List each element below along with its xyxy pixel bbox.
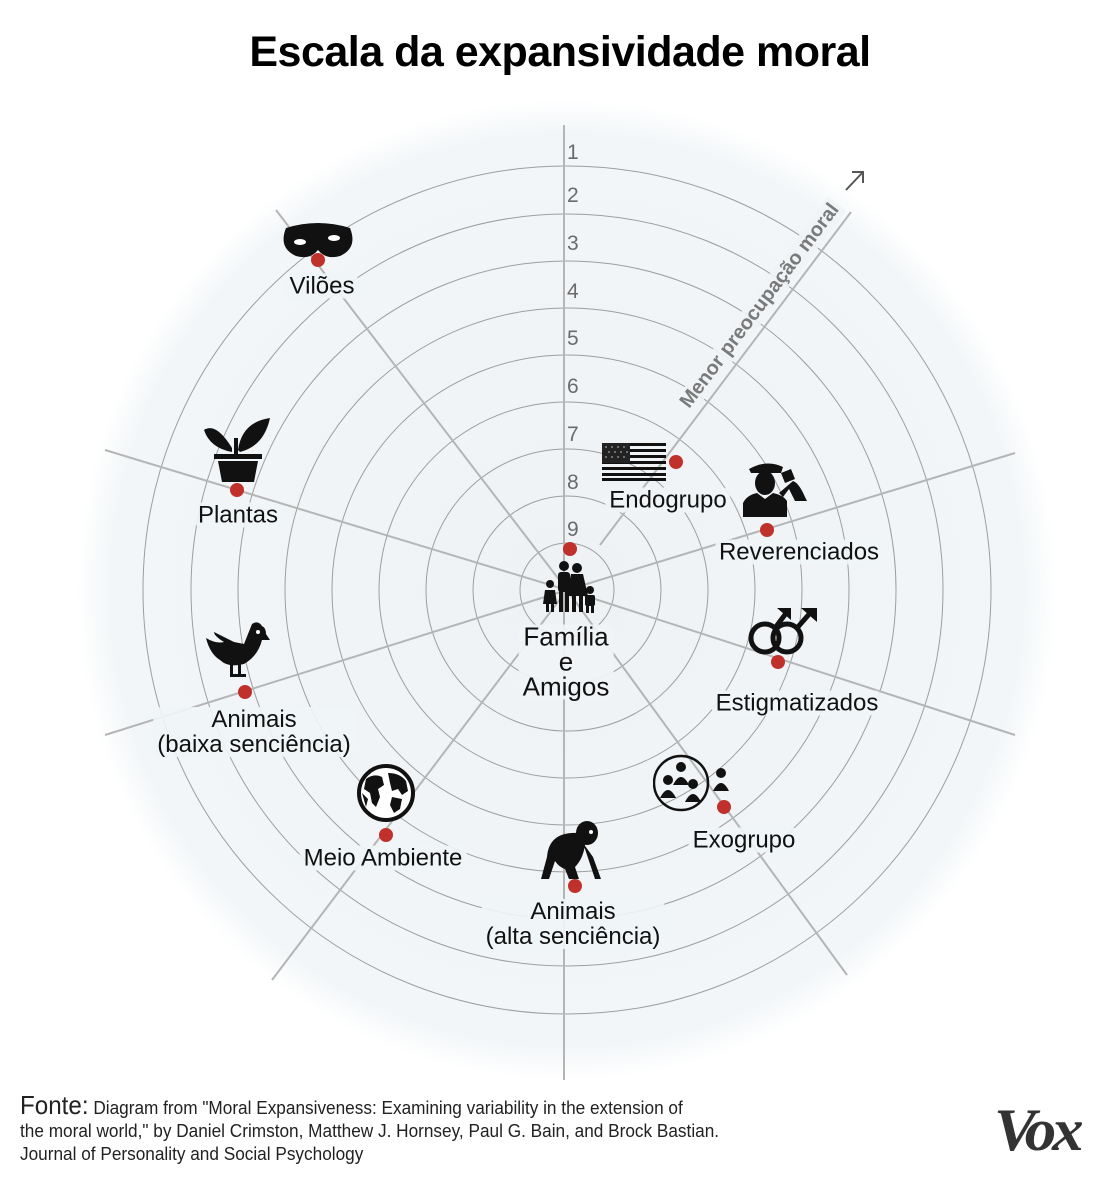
us-flag-icon (602, 443, 666, 481)
ring-number-4: 4 (567, 280, 579, 303)
ring-number-3: 3 (567, 232, 579, 255)
label-animais-baixa: Animais (baixa senciência) (153, 707, 355, 757)
label-exogrupo: Exogrupo (688, 827, 800, 853)
dot-plantas (230, 483, 244, 497)
label-estigmatizados: Estigmatizados (711, 690, 883, 716)
globe-icon (357, 764, 415, 822)
plant-icon (204, 418, 270, 482)
ring-number-6: 6 (567, 375, 579, 398)
ring-number-1: 1 (567, 141, 579, 164)
family-icon (543, 561, 595, 613)
ring-number-5: 5 (567, 327, 579, 350)
label-endogrupo: Endogrupo (605, 487, 731, 513)
label-familia: Família e Amigos (518, 624, 614, 700)
dot-animais-baixa (238, 685, 252, 699)
ring-number-9: 9 (567, 518, 579, 541)
source-line-2: the moral world," by Daniel Crimston, Ma… (20, 1120, 720, 1141)
source-caption: Fonte: Diagram from "Moral Expansiveness… (20, 1092, 857, 1165)
dot-meio-ambiente (379, 828, 393, 842)
chicken-icon (206, 622, 270, 677)
dot-viloes (311, 253, 325, 267)
source-line-3: Journal of Personality and Social Psycho… (20, 1143, 364, 1164)
label-plantas: Plantas (193, 502, 283, 528)
gender-symbols-icon (748, 608, 817, 655)
source-prefix: Fonte: (20, 1090, 89, 1120)
dot-familia (563, 542, 577, 556)
mask-icon (283, 223, 353, 258)
label-viloes: Vilões (285, 273, 359, 299)
outgroup-people-icon (653, 754, 729, 812)
category-dots (230, 253, 785, 893)
dot-estigmatizados (771, 655, 785, 669)
dot-endogrupo (669, 455, 683, 469)
saluting-soldier-icon (743, 463, 807, 517)
ring-number-2: 2 (567, 184, 579, 207)
page-title: Escala da expansividade moral (249, 28, 871, 76)
label-animais-alta: Animais (alta senciência) (481, 899, 665, 949)
dot-reverenciados (760, 523, 774, 537)
vox-logo: Vox (993, 1097, 1084, 1163)
label-reverenciados: Reverenciados (714, 539, 884, 565)
dot-animais-alta (568, 879, 582, 893)
source-line-1: Diagram from "Moral Expansiveness: Exami… (88, 1097, 683, 1118)
label-meio-ambiente: Meio Ambiente (299, 845, 467, 871)
ring-number-7: 7 (567, 423, 579, 446)
dot-exogrupo (717, 800, 731, 814)
chimpanzee-icon (541, 821, 601, 879)
ring-number-8: 8 (567, 471, 579, 494)
axis-arrow-icon (845, 171, 864, 191)
